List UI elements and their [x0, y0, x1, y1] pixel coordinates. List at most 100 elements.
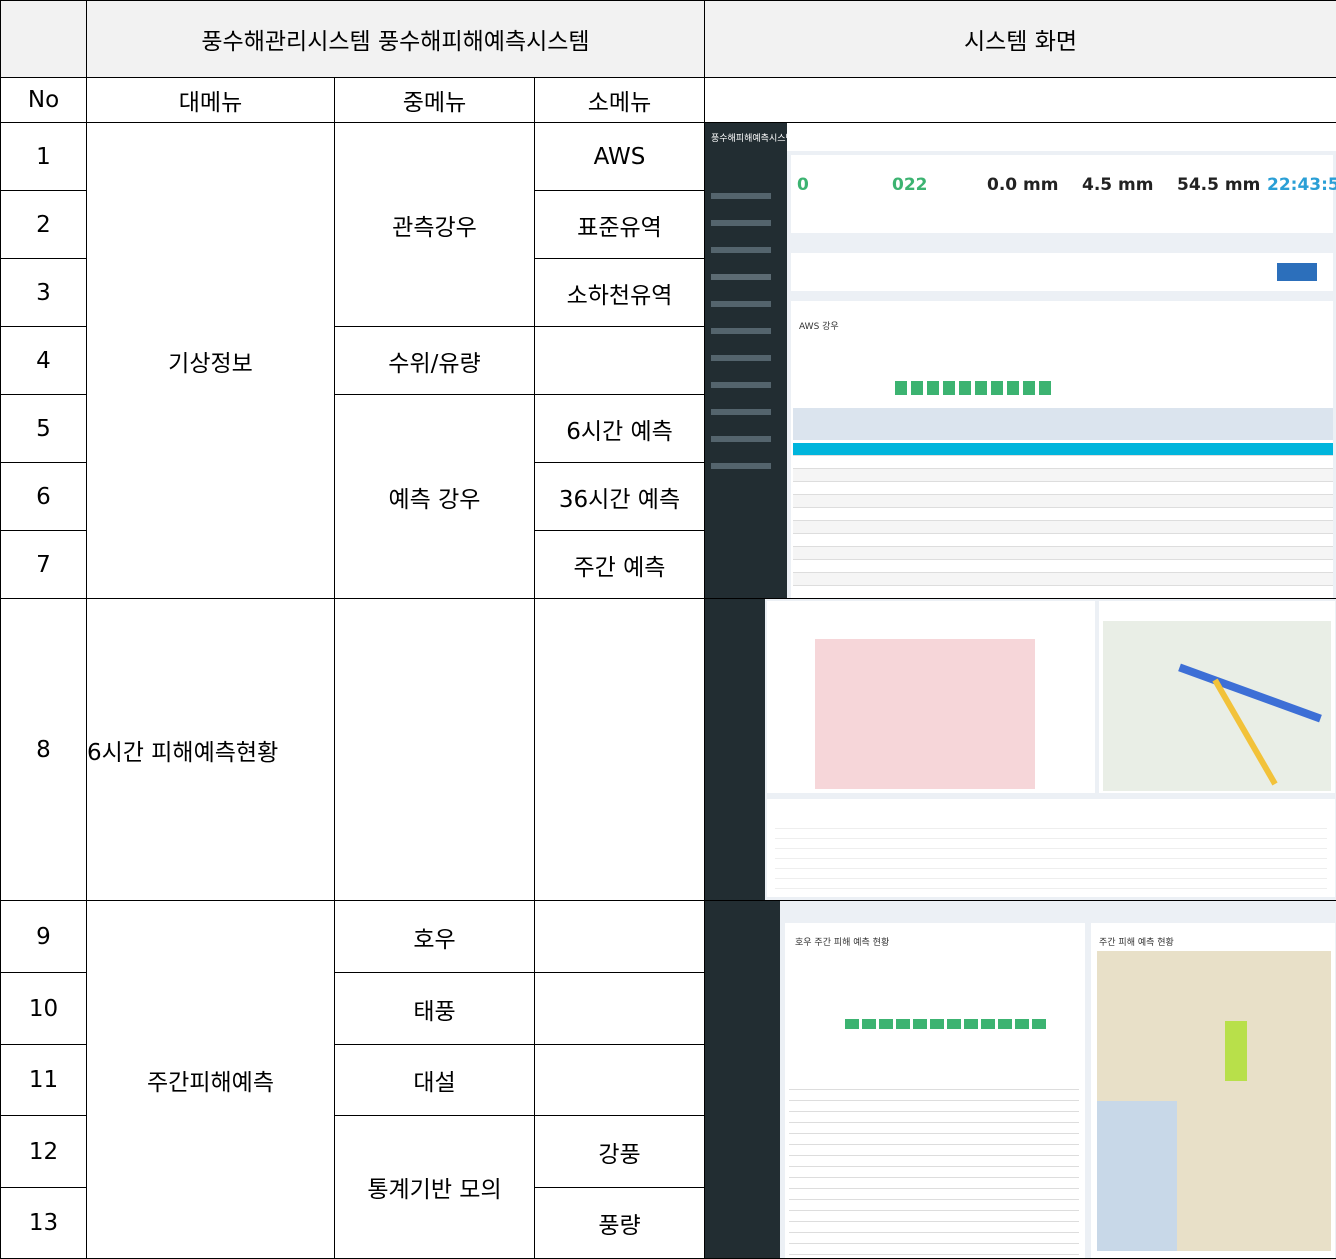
table-row	[793, 573, 1333, 586]
element: 풍수해관리시스템 풍수해피해예측시스템시스템 화면 No대메뉴중메뉴소메뉴 1기…	[1, 1, 1336, 1259]
table-cell: 5	[1, 395, 87, 463]
table-cell: 관측강우	[335, 123, 535, 327]
detail-table	[775, 819, 1327, 889]
table-cell: 대설	[335, 1045, 535, 1116]
stat-value: 22:43:58	[1267, 175, 1336, 195]
table-cell: 13	[1, 1188, 87, 1259]
table-cell	[535, 973, 705, 1045]
top-bar	[787, 123, 1336, 151]
stat-value: 0	[797, 175, 809, 195]
sea	[1097, 1101, 1177, 1251]
table-row	[793, 521, 1333, 534]
table-cell: 통계기반 모의	[335, 1116, 535, 1259]
table-cell: 표준유역	[535, 191, 705, 259]
table-cell: 예측 강우	[335, 395, 535, 599]
table-cell: 9	[1, 901, 87, 973]
filter-button	[943, 381, 955, 395]
menu-item	[711, 382, 771, 388]
menu-item	[711, 193, 771, 199]
table-row	[793, 534, 1333, 547]
stat-value: 54.5 mm	[1177, 175, 1260, 195]
table-cell	[535, 599, 705, 901]
menu-item	[711, 247, 771, 253]
table-cell: 2	[1, 191, 87, 259]
menu-item	[711, 436, 771, 442]
period-button	[845, 1019, 859, 1029]
stat-value: 4.5 mm	[1082, 175, 1153, 195]
table-cell: 수위/유량	[335, 327, 535, 395]
table-cell: 1	[1, 123, 87, 191]
table-cell: 호우	[335, 901, 535, 973]
table-cell	[535, 327, 705, 395]
filter-button	[1039, 381, 1051, 395]
period-button	[1015, 1019, 1029, 1029]
table-cell: AWS	[535, 123, 705, 191]
menu-item	[711, 463, 771, 469]
highlight	[1225, 1021, 1247, 1081]
period-button	[964, 1019, 978, 1029]
period-button	[896, 1019, 910, 1029]
period-button	[862, 1019, 876, 1029]
table-cell: 6	[1, 463, 87, 531]
table-cell: 주간 예측	[535, 531, 705, 599]
table-cell: 8	[1, 599, 87, 901]
table-cell: 3	[1, 259, 87, 327]
filter-button	[959, 381, 971, 395]
table-cell	[705, 599, 1336, 901]
menu-item	[711, 274, 771, 280]
table-cell	[705, 78, 1336, 123]
period-button	[998, 1019, 1012, 1029]
period-button	[1032, 1019, 1046, 1029]
table-cell: 6시간 예측	[535, 395, 705, 463]
button	[1277, 263, 1317, 281]
page: 풍수해관리시스템 풍수해피해예측시스템시스템 화면 No대메뉴중메뉴소메뉴 1기…	[0, 0, 1336, 1258]
forecast-table	[789, 1079, 1079, 1258]
stat-value: 0.0 mm	[987, 175, 1058, 195]
table-cell: 소메뉴	[535, 78, 705, 123]
table-cell	[1, 1, 87, 78]
table-cell: 6시간 피해예측현황	[87, 599, 335, 901]
menu-table: 풍수해관리시스템 풍수해피해예측시스템시스템 화면 No대메뉴중메뉴소메뉴 1기…	[0, 0, 1336, 1259]
table-cell: 11	[1, 1045, 87, 1116]
filter-button	[895, 381, 907, 395]
table-cell: 주간피해예측	[87, 901, 335, 1259]
table-cell: 10	[1, 973, 87, 1045]
filter-button	[991, 381, 1003, 395]
table-cell: 시스템 화면	[705, 1, 1336, 78]
menu-item	[711, 355, 771, 361]
table-row	[793, 495, 1333, 508]
app-name: 풍수해피해예측시스템	[711, 131, 794, 144]
period-button	[930, 1019, 944, 1029]
table-cell: 중메뉴	[335, 78, 535, 123]
menu-item	[711, 220, 771, 226]
period-button	[879, 1019, 893, 1029]
table-header	[793, 408, 1333, 440]
period-button	[947, 1019, 961, 1029]
table-cell: 소하천유역	[535, 259, 705, 327]
table-cell: 7	[1, 531, 87, 599]
table-cell: 풍량	[535, 1188, 705, 1259]
table-row	[793, 456, 1333, 469]
filter-button	[927, 381, 939, 395]
period-button	[913, 1019, 927, 1029]
table-cell: 풍수해관리시스템 풍수해피해예측시스템	[87, 1, 705, 78]
menu-item	[711, 301, 771, 307]
filter-button	[1007, 381, 1019, 395]
table-cell: 12	[1, 1116, 87, 1188]
table-cell: No	[1, 78, 87, 123]
panel-title: AWS 강우	[799, 319, 839, 332]
table-cell: 강풍	[535, 1116, 705, 1188]
damage-table	[815, 639, 1035, 789]
sidebar	[705, 901, 780, 1258]
element	[705, 599, 1336, 900]
table-row	[793, 560, 1333, 573]
table-cell	[535, 1045, 705, 1116]
menu-item	[711, 328, 771, 334]
